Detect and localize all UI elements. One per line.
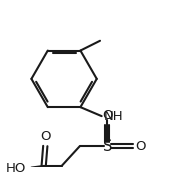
Text: O: O <box>135 140 146 153</box>
Text: S: S <box>103 139 112 154</box>
Text: O: O <box>102 109 113 122</box>
Text: HO: HO <box>5 162 26 175</box>
Text: O: O <box>40 130 50 143</box>
Text: NH: NH <box>103 110 123 123</box>
